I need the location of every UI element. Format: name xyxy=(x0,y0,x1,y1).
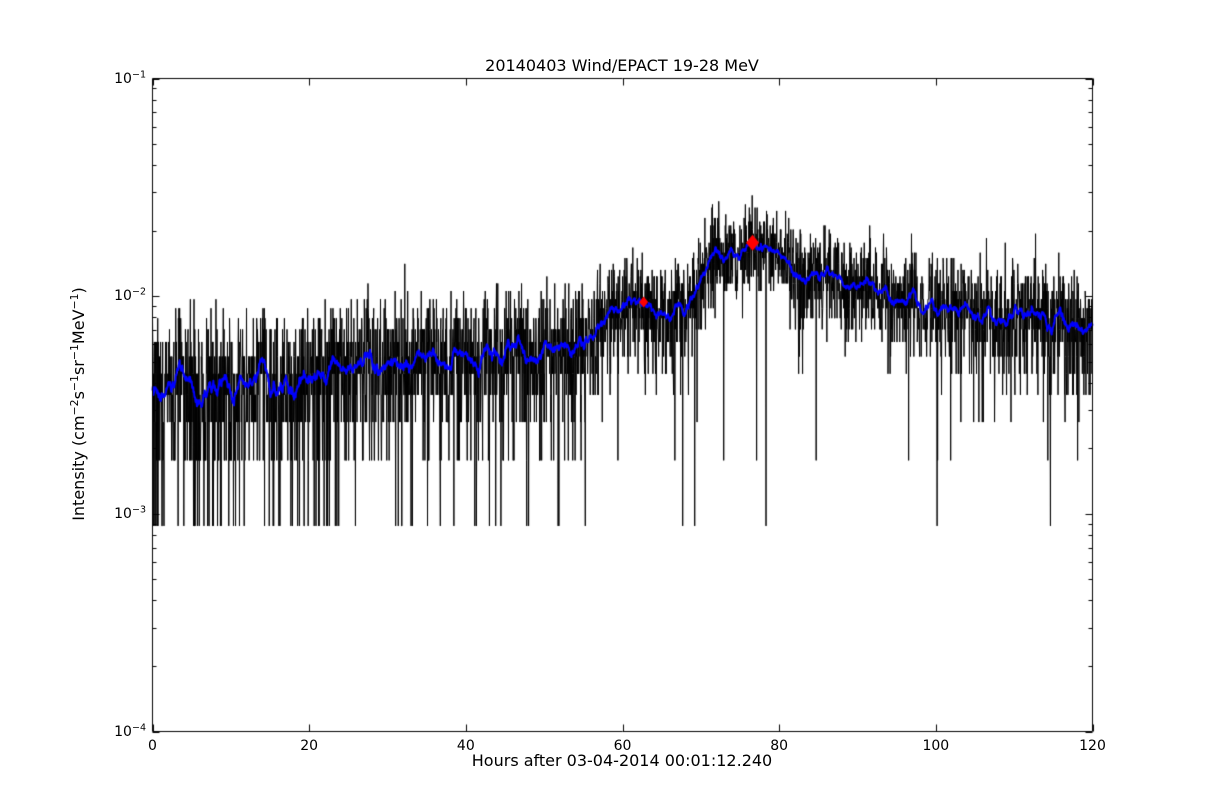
x-tick-label: 80 xyxy=(770,738,789,754)
ylabel-exponent: −1 xyxy=(67,293,81,310)
ylabel-exponent: −1 xyxy=(67,375,81,392)
y-tick-label: 10−4 xyxy=(114,721,146,740)
x-tick-label: 120 xyxy=(1079,738,1106,754)
x-tick-label: 40 xyxy=(456,738,475,754)
y-axis-label: Intensity (cm−2s−1sr−1MeV−1) xyxy=(68,287,88,521)
ylabel-exponent: −1 xyxy=(67,344,81,361)
y-tick-label: 10−3 xyxy=(114,504,146,522)
x-axis-label: Hours after 03-04-2014 00:01:12.240 xyxy=(471,751,773,770)
y-tick-label: 10−2 xyxy=(114,286,146,305)
ylabel-text: sr xyxy=(69,360,89,376)
ylabel-text: s xyxy=(69,391,89,400)
chart-title: 20140403 Wind/EPACT 19-28 MeV xyxy=(485,56,759,75)
x-tick-label: 100 xyxy=(922,738,950,754)
ylabel-exponent: −2 xyxy=(67,399,81,416)
ylabel-text: ) xyxy=(69,287,89,294)
x-tick-label: 20 xyxy=(300,738,319,754)
x-tick-label: 60 xyxy=(613,738,632,754)
y-tick-label: 10−1 xyxy=(114,68,146,87)
x-tick-label: 0 xyxy=(148,738,157,754)
ylabel-text: Intensity (cm xyxy=(69,415,89,521)
ylabel-text: MeV xyxy=(69,309,89,345)
